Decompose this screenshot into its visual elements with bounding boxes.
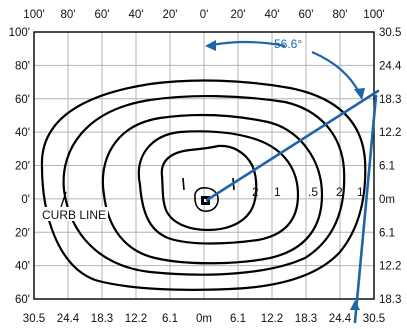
top-axis-label: 60' [95, 9, 110, 21]
contour-label: 1 [274, 185, 281, 199]
top-axis-label: 100' [23, 9, 44, 21]
contour-inner-small [194, 187, 219, 212]
contour-outer [40, 79, 367, 291]
contour-label: 2 [336, 185, 343, 199]
bottom-axis-labels: 30.5 24.4 18.3 12.2 6.1 0m 6.1 12.2 18.3 24.4 30.5 [23, 313, 385, 325]
bottom-axis-label: 24.4 [57, 313, 80, 325]
right-axis-label: 12.2 [379, 127, 401, 139]
contour-label: .5 [308, 185, 318, 199]
bottom-axis-label: 0m [196, 313, 212, 325]
contour-1-left [62, 94, 346, 276]
angle-arc-right [311, 50, 361, 95]
contours [40, 79, 367, 291]
bottom-axis-label: 30.5 [363, 313, 385, 325]
bottom-axis-label: 12.2 [261, 313, 283, 325]
top-axis-label: 20' [231, 9, 246, 21]
contour-label: 2 [252, 185, 259, 199]
fixture-center-dot [204, 199, 207, 202]
right-axis-label: 30.5 [379, 27, 401, 39]
left-axis-label: 20' [15, 161, 30, 173]
right-axis-label: 0m [379, 194, 395, 206]
left-axis-label: 100' [9, 27, 30, 39]
right-axis-label: 18.3 [379, 294, 401, 306]
bottom-axis-label: 24.4 [329, 313, 352, 325]
left-axis-label: 60' [15, 94, 30, 106]
right-axis-label: 12.2 [379, 261, 401, 273]
top-axis-label: 80' [61, 9, 76, 21]
left-axis-labels: 100' 80' 60' 40' 20' 0' 20' 40' 60' [9, 27, 30, 306]
top-axis-label: 100' [363, 9, 384, 21]
left-axis-label: 0' [21, 194, 30, 206]
bottom-axis-label: 30.5 [23, 313, 45, 325]
arrow-left-icon [205, 40, 216, 51]
top-axis-label: 40' [265, 9, 280, 21]
top-axis-label: 40' [129, 9, 144, 21]
right-axis-label: 6.1 [379, 161, 395, 173]
top-axis-labels: 100' 80' 60' 40' 20' 0' 20' 40' 60' 80' 100' [23, 9, 384, 21]
contour-label: 1 [357, 185, 364, 199]
arrow-down-icon [354, 88, 365, 100]
bottom-axis-label: 18.3 [295, 313, 317, 325]
left-axis-label: 40' [15, 127, 30, 139]
bottom-axis-label: 12.2 [125, 313, 147, 325]
inner-tick-left [182, 177, 185, 191]
top-axis-label: 20' [163, 9, 178, 21]
right-axis-label: 24.4 [379, 60, 402, 72]
contour-2 [101, 113, 324, 265]
bottom-axis-label: 6.1 [162, 313, 178, 325]
contour-5 [137, 130, 300, 245]
grid [33, 31, 375, 300]
left-axis-label: 40' [15, 261, 30, 273]
bottom-axis-label: 18.3 [91, 313, 113, 325]
left-axis-label: 80' [15, 60, 30, 72]
curb-label-bg [40, 207, 108, 221]
contour-value-labels: 2 1 .5 2 1 [252, 185, 364, 199]
aiming-line [205, 89, 380, 202]
top-axis-label: 0' [200, 9, 209, 21]
left-axis-label: 60' [15, 294, 30, 306]
contour-inner-1 [160, 144, 258, 232]
plot-frame [33, 31, 375, 300]
angle-arc-left [211, 40, 286, 48]
right-axis-labels: 30.5 24.4 18.3 12.2 6.1 0m 6.1 12.2 18.3 [379, 27, 402, 306]
pole-line [353, 94, 378, 324]
right-axis-label: 6.1 [379, 227, 395, 239]
bottom-axis-label: 6.1 [230, 313, 246, 325]
top-axis-label: 80' [333, 9, 348, 21]
top-axis-label: 60' [299, 9, 314, 21]
curb-line-label: CURB LINE [42, 208, 106, 222]
arrow-up-icon [350, 300, 360, 310]
right-axis-label: 18.3 [379, 94, 401, 106]
angle-label: 56.6° [274, 37, 302, 51]
left-axis-label: 20' [15, 227, 30, 239]
